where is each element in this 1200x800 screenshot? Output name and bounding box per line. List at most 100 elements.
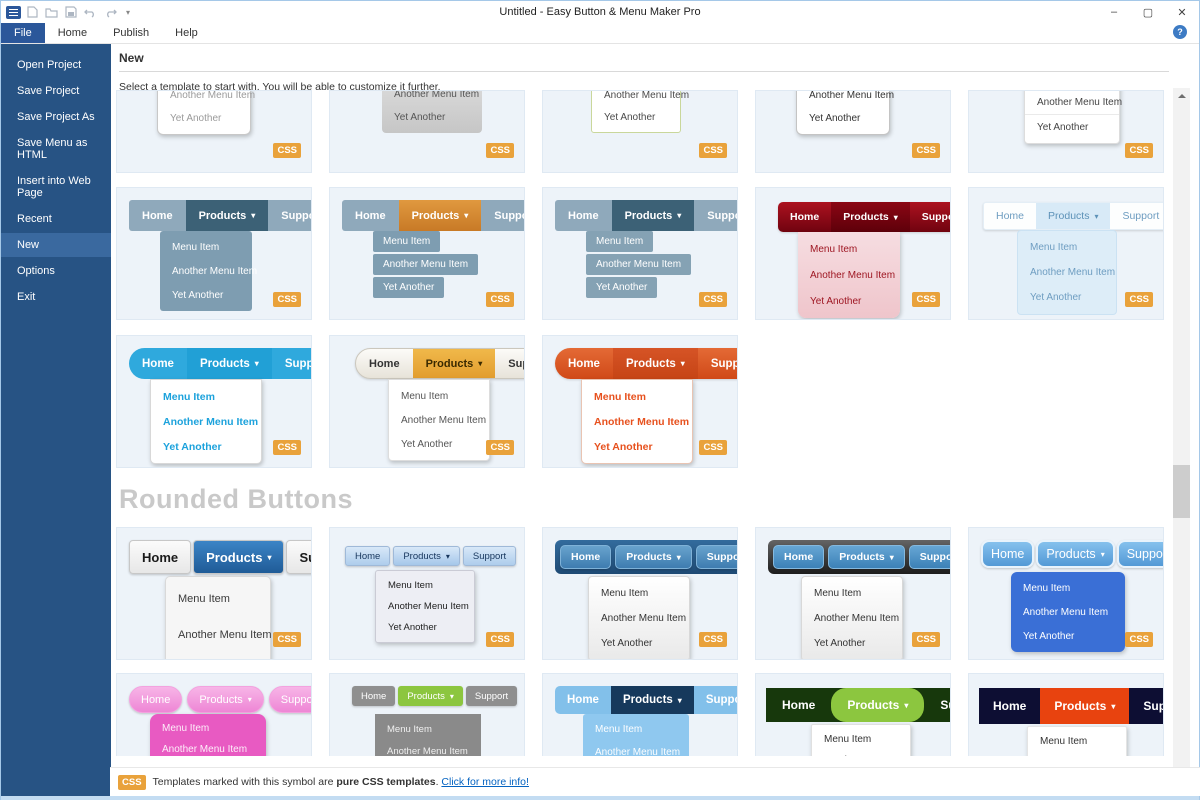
tab-home[interactable]: Home: [57, 27, 88, 39]
scroll-up-arrow[interactable]: [1173, 88, 1190, 103]
menu-button-home: Home: [142, 209, 173, 222]
chevron-down-icon: ▾: [1111, 701, 1116, 711]
maximize-button[interactable]: ▢: [1142, 6, 1154, 19]
sidebar-item-recent[interactable]: Recent: [17, 213, 52, 225]
title-divider: [119, 71, 1169, 72]
menu-button-products: Products ▾: [828, 545, 905, 569]
css-badge: CSS: [486, 292, 514, 307]
dropdown-item: Menu Item: [586, 231, 654, 252]
vertical-scrollbar[interactable]: [1173, 88, 1190, 776]
sidebar-item-exit[interactable]: Exit: [17, 291, 36, 303]
menu-button-home: Home: [993, 699, 1027, 713]
footer-text: Templates marked with this symbol are pu…: [152, 776, 439, 788]
undo-icon[interactable]: [84, 7, 97, 18]
dropdown-item: Menu Item: [1040, 736, 1088, 747]
dropdown-item: Menu Item: [387, 723, 432, 735]
menu-button-products: Products ▾: [398, 200, 482, 231]
more-info-link[interactable]: Click for more info!: [441, 776, 529, 788]
new-file-icon[interactable]: [27, 6, 38, 18]
dropdown-item: Another Menu Item: [401, 414, 487, 426]
css-badge: CSS: [699, 440, 727, 455]
tab-publish[interactable]: Publish: [113, 27, 150, 39]
sidebar-item-save-menu-as-html[interactable]: Save Menu as HTML: [17, 137, 88, 161]
sidebar-item-open-project[interactable]: Open Project: [17, 59, 82, 71]
app-menu-icon[interactable]: [6, 5, 21, 19]
dropdown-item: Yet Another: [1023, 630, 1075, 642]
redo-icon[interactable]: [104, 7, 117, 18]
menu-button-home: Home: [352, 686, 396, 706]
dropdown-item: Another Menu Item: [1030, 267, 1116, 278]
css-badge: CSS: [699, 143, 727, 158]
dropdown-item: Yet Another: [809, 113, 861, 124]
window-controls: – ▢ ✕: [1097, 1, 1199, 23]
tab-file[interactable]: File: [1, 23, 45, 43]
chevron-down-icon: ▾: [677, 211, 682, 220]
ribbon-tabs: File Home Publish Help?: [1, 23, 1199, 44]
menu-button-support: Support: [695, 545, 737, 569]
menu-button-support: Support: [705, 694, 737, 706]
sidebar-item-new[interactable]: New: [1, 233, 111, 257]
template-tile[interactable]: Another Menu Item Yet Another CSS: [116, 90, 312, 173]
sidebar-item-save-project-as[interactable]: Save Project As: [17, 111, 95, 123]
dropdown-item: Menu Item: [594, 390, 646, 403]
menu-button-products: Products ▾: [612, 348, 698, 379]
menu-button-products: Products ▾: [1036, 540, 1115, 568]
template-tile[interactable]: Another Menu Item Yet Another CSS: [329, 90, 525, 173]
dropdown-item: Yet Another: [163, 440, 222, 453]
minimize-button[interactable]: –: [1110, 6, 1118, 18]
scrollbar-thumb[interactable]: [1173, 464, 1190, 518]
dropdown-item: Another Menu Item: [387, 745, 468, 757]
template-grid: Another Menu Item Yet Another CSS Another M…: [111, 90, 1171, 756]
dropdown-item: Another Menu Item: [814, 613, 900, 624]
chevron-down-icon: ▾: [254, 359, 259, 368]
css-badge: CSS: [273, 143, 301, 158]
dropdown-item: Menu Item: [601, 588, 649, 599]
dropdown-item: Yet Another: [166, 653, 270, 659]
menu-button-home: Home: [981, 540, 1035, 568]
customize-quick-access-icon[interactable]: ▾: [126, 7, 131, 17]
open-folder-icon[interactable]: [45, 7, 58, 18]
scrollbar-track[interactable]: [1173, 103, 1190, 761]
dropdown-item: Another Menu Item: [594, 415, 690, 428]
help-icon[interactable]: ?: [1173, 25, 1187, 39]
close-button[interactable]: ✕: [1177, 6, 1187, 19]
sidebar-item-save-project[interactable]: Save Project: [17, 85, 80, 97]
menu-button-home: Home: [567, 694, 599, 706]
menu-button-products: Products ▾: [185, 200, 269, 231]
tab-help[interactable]: Help: [175, 27, 198, 39]
menu-button-products: Products ▾: [1040, 688, 1130, 724]
sidebar-item-insert-into-web-page[interactable]: Insert into Web Page: [17, 175, 91, 199]
template-tile[interactable]: Another Menu Item Yet Another CSS: [542, 90, 738, 173]
sidebar-item-options[interactable]: Options: [17, 265, 55, 277]
template-tile[interactable]: Another Menu Item Yet Another CSS: [755, 90, 951, 173]
save-icon[interactable]: [65, 6, 77, 18]
